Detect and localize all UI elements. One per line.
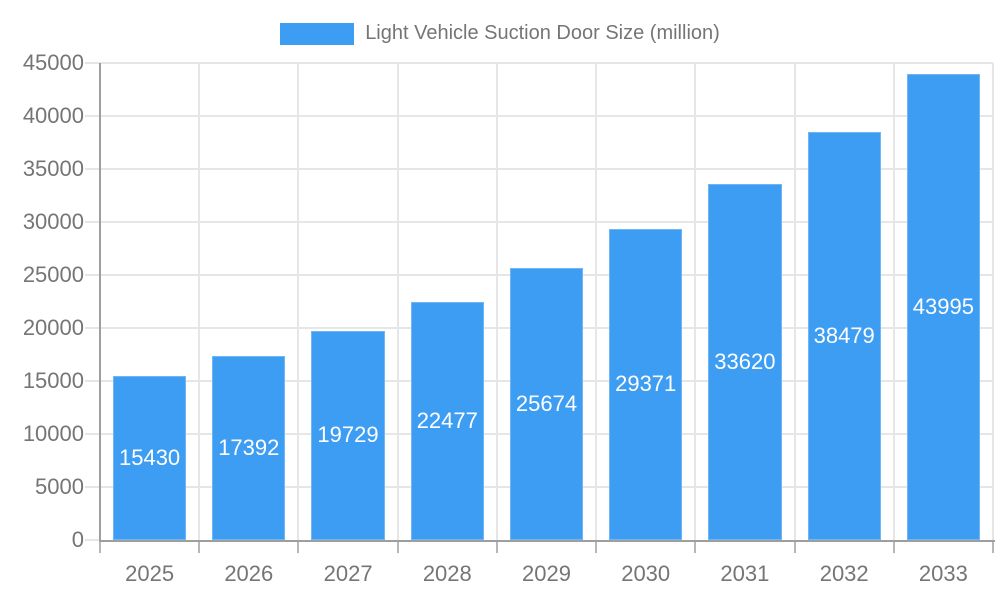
y-axis-tick-label: 25000 <box>22 262 84 287</box>
x-tick <box>198 540 201 553</box>
bar-value-label: 22477 <box>416 407 478 433</box>
legend[interactable]: Light Vehicle Suction Door Size (million… <box>0 22 1000 45</box>
bar-2026[interactable]: 17392 <box>212 355 286 540</box>
plot-area: 15430 17392 19729 22477 25674 29371 33620 38479… <box>85 62 994 553</box>
y-axis-tick-label: 30000 <box>22 209 84 234</box>
x-tick <box>595 540 598 553</box>
y-axis-tick-label: 5000 <box>35 474 84 499</box>
y-gridline <box>85 115 993 117</box>
x-axis-tick-label: 2031 <box>720 561 770 586</box>
x-axis-tick-label: 2026 <box>224 561 274 586</box>
x-tick <box>793 540 796 553</box>
y-gridline <box>85 168 993 170</box>
x-gridline <box>595 63 598 540</box>
bar-2030[interactable]: 29371 <box>609 228 683 540</box>
x-axis-tick-label: 2028 <box>422 561 472 586</box>
y-axis-tick-label: 10000 <box>22 421 84 446</box>
y-gridline <box>85 62 993 64</box>
bar-value-label: 25674 <box>515 390 578 416</box>
x-axis-tick-label: 2032 <box>819 561 869 586</box>
x-gridline <box>892 63 895 540</box>
y-gridline <box>85 221 993 223</box>
bar-2029[interactable]: 25674 <box>509 267 584 540</box>
y-axis-labels: 0 5000 10000 15000 20000 25000 30000 35000 40000… <box>0 50 84 552</box>
x-axis-tick-label: 2027 <box>323 561 373 586</box>
bar-2027[interactable]: 19729 <box>311 330 385 540</box>
x-axis-tick-label: 2033 <box>918 561 968 586</box>
bar-value-label: 33620 <box>714 348 776 374</box>
x-gridline <box>793 63 796 540</box>
x-axis-tick-label: 2030 <box>621 561 671 586</box>
legend-swatch <box>280 22 355 45</box>
x-gridline <box>198 63 201 540</box>
x-tick <box>297 540 300 553</box>
bar-value-label: 15430 <box>118 445 181 471</box>
x-tick <box>892 540 895 553</box>
x-gridline <box>992 63 994 540</box>
bar-value-label: 19729 <box>317 422 379 448</box>
bar-value-label: 38479 <box>813 323 875 349</box>
bar-value-label: 17392 <box>218 434 280 460</box>
bar-2025[interactable]: 15430 <box>112 376 187 540</box>
x-tick <box>495 540 498 553</box>
bar-2032[interactable]: 38479 <box>807 132 881 540</box>
legend-label: Light Vehicle Suction Door Size (million… <box>365 22 720 44</box>
x-gridline <box>694 63 697 540</box>
x-tick <box>992 540 994 553</box>
x-tick <box>396 540 399 553</box>
y-axis-tick-label: 35000 <box>22 156 84 181</box>
bar-value-label: 43995 <box>912 293 974 319</box>
bar-2031[interactable]: 33620 <box>708 183 782 540</box>
y-axis-line <box>99 63 101 542</box>
x-tick <box>694 540 697 553</box>
x-gridline <box>297 63 300 540</box>
bar-2033[interactable]: 43995 <box>906 73 981 540</box>
y-axis-tick-label: 45000 <box>22 50 84 75</box>
y-axis-tick-label: 20000 <box>22 315 84 340</box>
bar-value-label: 29371 <box>615 371 677 397</box>
y-axis-tick-label: 40000 <box>22 103 84 128</box>
x-axis-tick-label: 2025 <box>125 561 175 586</box>
x-gridline <box>495 63 498 540</box>
x-tick <box>99 540 101 553</box>
x-axis-labels: 2025 2026 2027 2028 2029 2030 2031 2032 2033 <box>100 540 993 590</box>
x-gridline <box>396 63 399 540</box>
x-axis-line <box>99 540 995 542</box>
y-axis-tick-label: 0 <box>71 527 84 552</box>
y-tick <box>85 539 100 541</box>
x-axis-tick-label: 2029 <box>522 561 571 586</box>
y-axis-tick-label: 15000 <box>22 368 84 393</box>
bar-2028[interactable]: 22477 <box>410 301 484 540</box>
